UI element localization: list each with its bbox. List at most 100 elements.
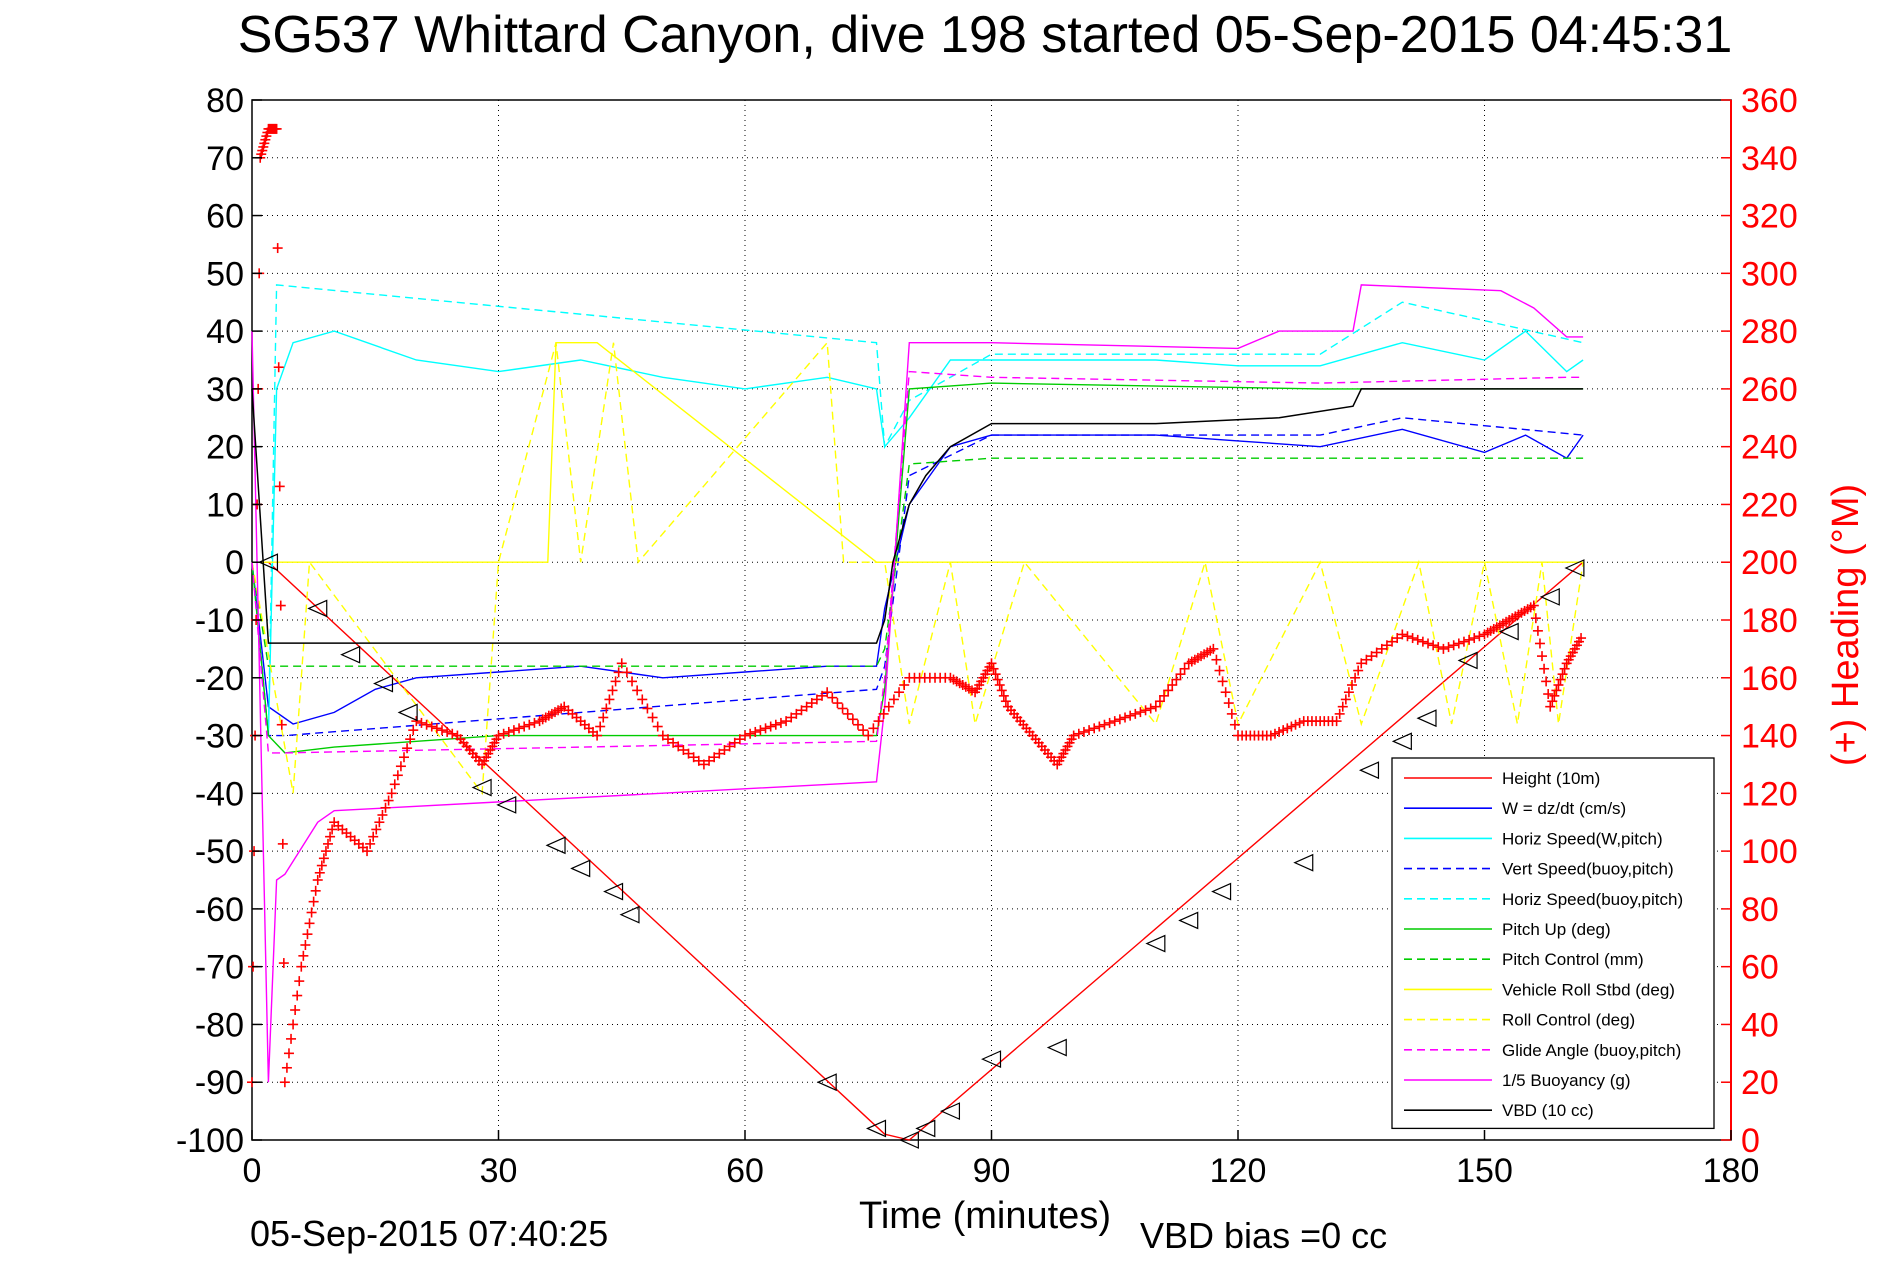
heading-point [1433, 642, 1444, 653]
heading-point [278, 958, 289, 969]
heading-point [1217, 676, 1228, 687]
y2-tick-label: 160 [1741, 660, 1798, 698]
heading-point [283, 1048, 294, 1059]
depth-marker [257, 553, 279, 572]
series-line-8 [251, 340, 1584, 796]
heading-point [1226, 708, 1237, 719]
heading-point [1343, 687, 1354, 698]
heading-point [273, 362, 284, 373]
legend-entry-1: W = dz/dt (cm/s) [1502, 799, 1626, 818]
heading-point [1130, 708, 1141, 719]
depth-marker [981, 1050, 1002, 1069]
heading-point [627, 676, 638, 687]
heading-point [1125, 710, 1136, 721]
heading-point [1417, 636, 1428, 647]
y2-tick-label: 360 [1741, 82, 1798, 120]
heading-point [296, 961, 307, 972]
heading-point [822, 687, 833, 698]
depth-marker [1564, 559, 1585, 577]
heading-points [247, 123, 1587, 1088]
heading-point [1211, 654, 1222, 665]
y2-tick-label: 120 [1741, 775, 1798, 813]
depth-marker [1145, 934, 1166, 953]
heading-point [1547, 696, 1558, 707]
depth-marker [471, 778, 492, 797]
heading-point [323, 838, 334, 849]
y-tick-label: -20 [195, 660, 244, 698]
heading-point [990, 669, 1001, 680]
heading-point [592, 730, 603, 741]
heading-point [290, 1005, 301, 1015]
heading-point [272, 243, 283, 254]
heading-point [1000, 696, 1011, 707]
depth-marker [1178, 911, 1199, 930]
heading-point [817, 690, 828, 701]
heading-point [647, 712, 658, 723]
heading-point [524, 719, 535, 730]
heading-point [693, 755, 704, 766]
heading-point [760, 723, 771, 734]
heading-point [437, 725, 448, 736]
x-tick-label: 120 [1210, 1152, 1267, 1190]
depth-marker [1391, 732, 1412, 751]
heading-point [498, 728, 509, 739]
heading-point [698, 759, 709, 770]
y2-tick-label: 320 [1741, 198, 1798, 236]
heading-point [1438, 643, 1449, 654]
heading-point [1387, 636, 1398, 647]
heading-point [704, 755, 715, 766]
heading-point [1084, 725, 1095, 736]
heading-point [325, 831, 336, 842]
y-tick-label: 20 [206, 429, 244, 467]
y-tick-label: 70 [206, 140, 244, 178]
heading-point [442, 726, 453, 737]
timestamp-footer: 05-Sep-2015 07:40:25 [250, 1213, 608, 1254]
heading-point [610, 676, 621, 687]
y-tick-label: 80 [206, 82, 244, 120]
heading-point [1104, 717, 1115, 728]
heading-point [673, 741, 684, 752]
legend-entry-11: VBD (10 cc) [1502, 1101, 1594, 1120]
x-tick-label: 30 [480, 1152, 518, 1190]
heading-point [637, 694, 648, 705]
heading-point [1530, 613, 1541, 624]
x-axis-label: Time (minutes) [859, 1195, 1111, 1237]
y-tick-label: 40 [206, 313, 244, 351]
heading-point [986, 658, 997, 669]
heading-point [529, 717, 540, 728]
heading-point [286, 1033, 297, 1044]
heading-point [1109, 716, 1120, 727]
y2-tick-label: 340 [1741, 140, 1798, 178]
heading-point [431, 723, 442, 734]
heading-point [607, 685, 618, 696]
heading-point [380, 802, 391, 813]
heading-point [279, 1077, 290, 1088]
x-tick-label: 90 [973, 1152, 1011, 1190]
legend-entry-9: Glide Angle (buoy,pitch) [1502, 1041, 1681, 1060]
heading-point [842, 708, 853, 719]
legend-entry-0: Height (10m) [1502, 769, 1600, 788]
heading-point [421, 719, 432, 730]
heading-point [652, 721, 663, 732]
y-tick-label: -50 [195, 833, 244, 871]
y-tick-label: 0 [225, 544, 244, 582]
heading-point [1073, 728, 1084, 739]
heading-point [786, 712, 797, 723]
y2-tick-label: 140 [1741, 718, 1798, 756]
y2-tick-label: 0 [1741, 1122, 1760, 1160]
heading-point [1331, 716, 1342, 727]
heading-point [310, 885, 321, 896]
heading-point [1171, 674, 1182, 685]
heading-point [1361, 654, 1372, 665]
heading-point [1539, 663, 1550, 674]
legend-entry-10: 1/5 Buoyancy (g) [1502, 1071, 1631, 1090]
heading-point [271, 123, 282, 134]
heading-point [1150, 701, 1161, 712]
heading-point [1541, 676, 1552, 687]
y-tick-label: -70 [195, 949, 244, 987]
heading-point [1175, 669, 1186, 680]
chart-title: SG537 Whittard Canyon, dive 198 started … [238, 6, 1733, 64]
heading-point [514, 723, 525, 734]
heading-point [447, 728, 458, 739]
